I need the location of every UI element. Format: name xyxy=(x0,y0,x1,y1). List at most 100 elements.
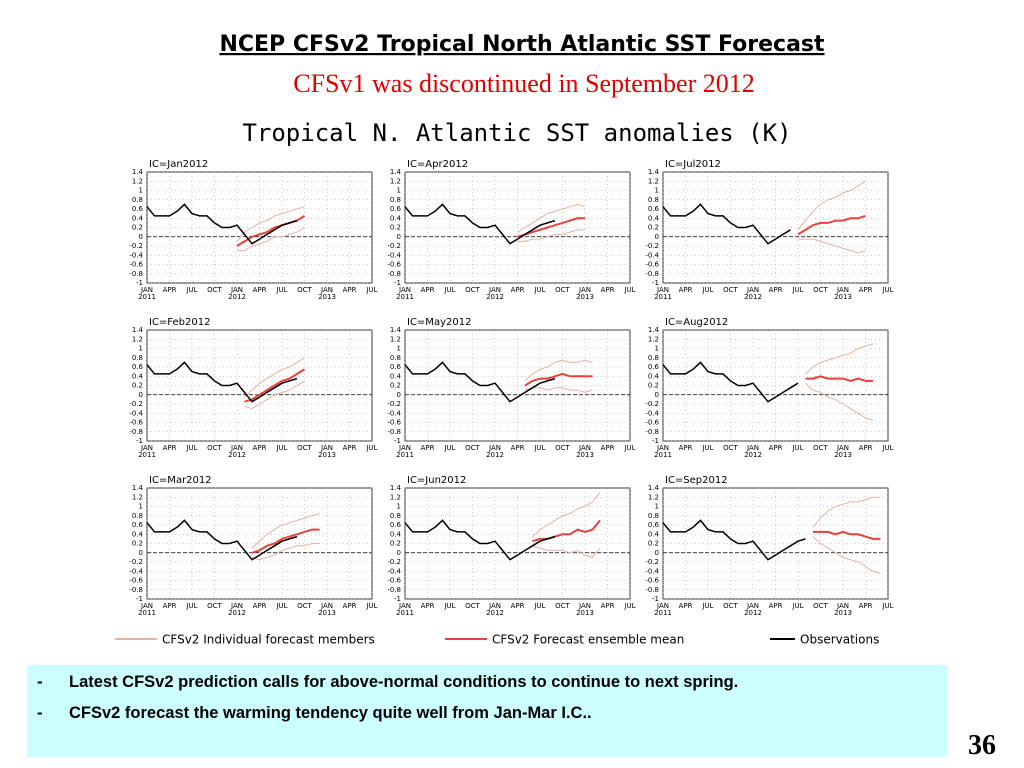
y-tick-label: 1.2 xyxy=(390,493,401,501)
y-tick-label: 0.2 xyxy=(390,382,401,390)
y-tick-label: 0.8 xyxy=(132,196,143,204)
slide-subtitle: CFSv1 was discontinued in September 2012 xyxy=(293,69,754,98)
x-tick-label: APR xyxy=(163,602,177,610)
y-tick-label: -0.8 xyxy=(129,270,143,278)
series-line xyxy=(524,372,593,387)
panel-title: IC=Jun2012 xyxy=(407,475,466,486)
series-line xyxy=(532,545,601,558)
x-tick-label: JAN xyxy=(320,602,333,610)
x-tick-label: OCT xyxy=(813,444,828,452)
year-label: 2011 xyxy=(138,609,156,617)
x-tick-label: OCT xyxy=(555,602,570,610)
y-tick-label: -0.6 xyxy=(129,419,143,427)
x-tick-label: JAN xyxy=(578,444,591,452)
year-label: 2012 xyxy=(486,451,504,459)
y-tick-label: 0.8 xyxy=(648,196,659,204)
year-label: 2013 xyxy=(318,451,336,459)
y-tick-label: 0.6 xyxy=(132,205,144,213)
year-label: 2012 xyxy=(744,451,762,459)
x-tick-label: OCT xyxy=(207,444,222,452)
series-line xyxy=(404,519,556,561)
y-tick-label: 0 xyxy=(397,233,401,241)
y-tick-label: 0.2 xyxy=(648,540,659,548)
series-line xyxy=(237,227,305,252)
y-tick-label: 1.2 xyxy=(132,335,143,343)
y-tick-label: 0 xyxy=(655,549,659,557)
x-tick-label: JAN xyxy=(140,286,153,294)
x-tick-label: OCT xyxy=(465,286,480,294)
y-tick-label: 0.2 xyxy=(648,382,659,390)
y-tick-label: 0 xyxy=(397,391,401,399)
series-line xyxy=(812,496,881,528)
y-tick-label: -0.6 xyxy=(387,419,401,427)
y-tick-label: -0.8 xyxy=(129,586,143,594)
y-tick-label: 0.6 xyxy=(648,205,660,213)
x-tick-label: JAN xyxy=(746,444,759,452)
x-tick-label: JAN xyxy=(746,286,759,294)
x-tick-label: APR xyxy=(679,602,693,610)
series-line xyxy=(524,387,593,393)
chart-title: Tropical N. Atlantic SST anomalies (K) xyxy=(242,119,791,147)
y-tick-label: 1.2 xyxy=(390,335,401,343)
series-line xyxy=(517,229,585,242)
panel-title: IC=Mar2012 xyxy=(149,475,212,486)
series-line xyxy=(662,361,799,403)
x-tick-label: JAN xyxy=(320,286,333,294)
x-tick-label: OCT xyxy=(723,286,738,294)
y-tick-label: 0.4 xyxy=(132,530,144,538)
y-tick-label: 0.4 xyxy=(132,372,144,380)
y-tick-label: -0.2 xyxy=(645,400,659,408)
y-tick-label: 0.2 xyxy=(132,224,143,232)
bullet: CFSv2 forecast the warming tendency quit… xyxy=(37,702,937,725)
year-label: 2011 xyxy=(654,451,672,459)
year-label: 2011 xyxy=(654,609,672,617)
y-tick-label: 1 xyxy=(655,187,659,195)
year-label: 2011 xyxy=(138,451,156,459)
x-tick-label: JUL xyxy=(443,286,455,294)
year-label: 2012 xyxy=(228,293,246,301)
y-tick-label: -0.8 xyxy=(645,586,659,594)
y-tick-label: 0.6 xyxy=(390,521,402,529)
y-tick-label: 0 xyxy=(397,549,401,557)
year-label: 2013 xyxy=(318,293,336,301)
year-label: 2013 xyxy=(576,451,594,459)
y-tick-label: -1 xyxy=(652,437,659,445)
legend-label: Observations xyxy=(800,633,879,647)
y-tick-label: -0.8 xyxy=(645,270,659,278)
x-tick-label: JAN xyxy=(578,286,591,294)
y-tick-label: -1 xyxy=(394,279,401,287)
x-tick-label: APR xyxy=(859,602,873,610)
y-tick-label: 0.6 xyxy=(132,363,144,371)
x-tick-label: OCT xyxy=(555,444,570,452)
series-line xyxy=(797,180,866,231)
y-tick-label: 1.2 xyxy=(132,493,143,501)
year-label: 2013 xyxy=(318,609,336,617)
series-line xyxy=(805,375,873,382)
x-tick-label: APR xyxy=(253,602,267,610)
x-tick-label: JAN xyxy=(398,444,411,452)
y-tick-label: -1 xyxy=(136,279,143,287)
x-tick-label: OCT xyxy=(723,602,738,610)
x-tick-label: JUL xyxy=(533,602,545,610)
x-tick-label: JAN xyxy=(836,444,849,452)
y-tick-label: -1 xyxy=(394,437,401,445)
x-tick-label: JUL xyxy=(881,602,893,610)
x-tick-label: APR xyxy=(163,286,177,294)
x-tick-label: JUL xyxy=(185,286,197,294)
x-tick-label: APR xyxy=(769,286,783,294)
x-tick-label: JUL xyxy=(791,444,803,452)
y-tick-label: -0.4 xyxy=(387,251,401,259)
y-tick-label: 0 xyxy=(655,391,659,399)
x-tick-label: JAN xyxy=(488,602,501,610)
year-label: 2011 xyxy=(396,293,414,301)
year-label: 2012 xyxy=(744,609,762,617)
y-tick-label: 0.6 xyxy=(648,521,660,529)
x-tick-label: JAN xyxy=(488,286,501,294)
x-tick-label: OCT xyxy=(297,444,312,452)
x-tick-label: JUL xyxy=(185,602,197,610)
y-tick-label: -0.2 xyxy=(645,242,659,250)
y-tick-label: -0.4 xyxy=(387,409,401,417)
series-line xyxy=(517,203,586,233)
x-tick-label: APR xyxy=(769,444,783,452)
legend-label: CFSv2 Forecast ensemble mean xyxy=(492,633,684,647)
